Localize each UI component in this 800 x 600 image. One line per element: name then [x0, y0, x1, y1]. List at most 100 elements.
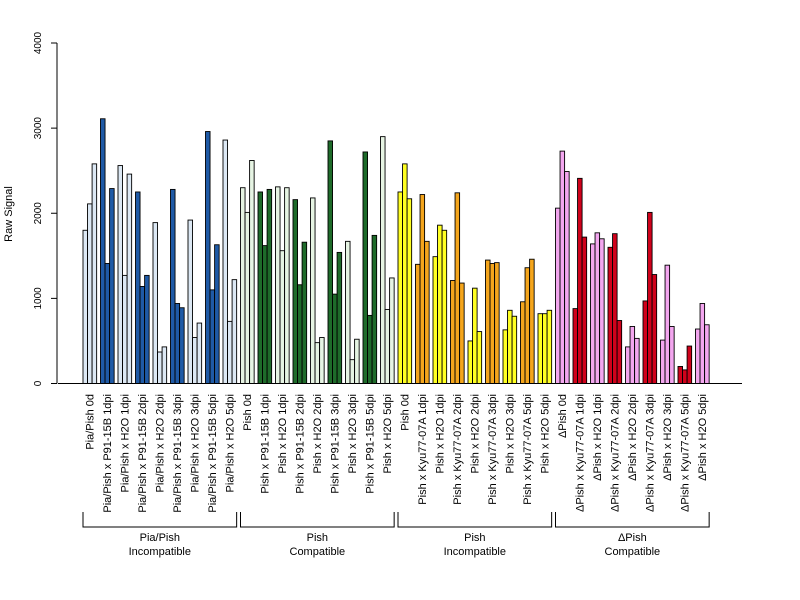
- bar: [599, 238, 605, 384]
- group-sublabel: Compatible: [290, 546, 346, 558]
- group-sublabel: Compatible: [605, 546, 661, 558]
- bar: [227, 320, 233, 384]
- category-label: ΔPish x H2O 2dpi: [627, 394, 639, 481]
- bar: [590, 243, 596, 384]
- bar: [161, 346, 168, 384]
- category-label: Pish 0d: [399, 394, 411, 431]
- bar: [616, 320, 623, 384]
- group-label: Pish: [464, 532, 485, 544]
- bar: [139, 286, 146, 384]
- group-bracket: [555, 512, 710, 528]
- category-label: Pish 0d: [242, 394, 254, 431]
- bar: [319, 337, 325, 384]
- bar: [402, 163, 408, 384]
- category-label: Pia/Pish x P91-15B 2dpi: [137, 394, 149, 513]
- category-label: ΔPish x Kyu77-07A 2dpi: [609, 394, 621, 512]
- bar: [367, 314, 373, 384]
- bar: [485, 259, 491, 384]
- bar: [109, 188, 115, 384]
- bar: [581, 236, 588, 384]
- bar: [144, 274, 150, 384]
- group-bracket: [240, 512, 395, 528]
- bar: [577, 177, 583, 384]
- bar: [187, 219, 194, 384]
- bar: [279, 250, 286, 384]
- bar: [157, 351, 163, 384]
- bar: [699, 303, 706, 384]
- bar: [87, 203, 93, 384]
- bar: [494, 262, 500, 384]
- bar: [695, 328, 701, 384]
- bar: [362, 151, 369, 384]
- y-axis: 0 1000 2000 3000 4000: [33, 31, 58, 386]
- bar: [91, 163, 98, 384]
- category-label: Pia/Pish x P91-15B 3dpi: [172, 394, 184, 513]
- bar: [196, 322, 203, 384]
- bar: [437, 224, 443, 384]
- bar: [686, 345, 693, 384]
- bar: [222, 139, 229, 384]
- bar: [240, 187, 246, 384]
- bar: [406, 198, 413, 384]
- category-label: ΔPish x Kyu77-07A 3dpi: [644, 394, 656, 512]
- bar: [380, 136, 386, 384]
- category-label: Pia/Pish 0d: [84, 394, 96, 450]
- category-label: ΔPish x Kyu77-07A 5dpi: [679, 394, 691, 512]
- bar: [424, 240, 430, 384]
- category-labels: Pia/Pish 0d Pia/Pish x P91-15B 1dpi Pia/Pi…: [84, 394, 709, 513]
- category-label: Pish x H2O 3dpi: [347, 394, 359, 473]
- bar: [104, 263, 111, 384]
- bar: [564, 171, 570, 384]
- group-sublabel: Incompatible: [129, 546, 191, 558]
- bar: [542, 313, 548, 384]
- bar: [244, 211, 251, 384]
- category-label: ΔPish x H2O 5dpi: [697, 394, 709, 481]
- category-label: Pish x H2O 5dpi: [539, 394, 551, 473]
- bar: [432, 256, 439, 384]
- bar: [607, 246, 614, 384]
- group-sublabel: Incompatible: [444, 546, 506, 558]
- bar: [682, 369, 688, 384]
- category-label: Pia/Pish x H2O 3dpi: [189, 394, 201, 492]
- bar: [284, 187, 290, 384]
- category-label: Pish x H2O 1dpi: [434, 394, 446, 473]
- group-bracket: [82, 512, 238, 528]
- y-axis-title: Raw Signal: [3, 186, 15, 242]
- bar: [117, 165, 124, 384]
- bar: [467, 340, 474, 384]
- category-label: ΔPish x Kyu77-07A 1dpi: [574, 394, 586, 512]
- bar: [214, 244, 220, 384]
- bar: [507, 309, 513, 384]
- bar: [179, 307, 185, 384]
- y-tick-label: 0: [33, 380, 44, 386]
- bar: [192, 337, 198, 384]
- group-brackets: Pia/Pish Incompatible Pish Compatible Pish In…: [82, 512, 710, 558]
- bar: [205, 131, 211, 384]
- bar: [292, 199, 299, 384]
- bar: [660, 339, 666, 384]
- category-label: Pish x H2O 5dpi: [382, 394, 394, 473]
- bar: [371, 234, 378, 384]
- category-label: Pish x Kyu77-07A 2dpi: [452, 394, 464, 505]
- bar: [634, 337, 640, 384]
- bar: [257, 191, 264, 384]
- bar: [209, 289, 216, 384]
- category-label: Pish x Kyu77-07A 3dpi: [487, 394, 499, 505]
- bar: [135, 191, 141, 384]
- bar: [170, 188, 176, 384]
- bar: [327, 140, 334, 384]
- y-tick-label: 3000: [33, 117, 44, 140]
- bar: [415, 263, 421, 384]
- bar: [502, 329, 509, 384]
- bar: [454, 192, 461, 384]
- bar: [629, 326, 636, 384]
- category-label: Pish x H2O 1dpi: [277, 394, 289, 473]
- bar: [100, 118, 106, 384]
- y-tick-label: 2000: [33, 202, 44, 225]
- category-label: Pia/Pish x H2O 1dpi: [119, 394, 131, 492]
- bar: [704, 324, 710, 384]
- category-label: Pish x H2O 3dpi: [504, 394, 516, 473]
- category-label: ΔPish 0d: [557, 394, 569, 438]
- bar: [669, 326, 675, 384]
